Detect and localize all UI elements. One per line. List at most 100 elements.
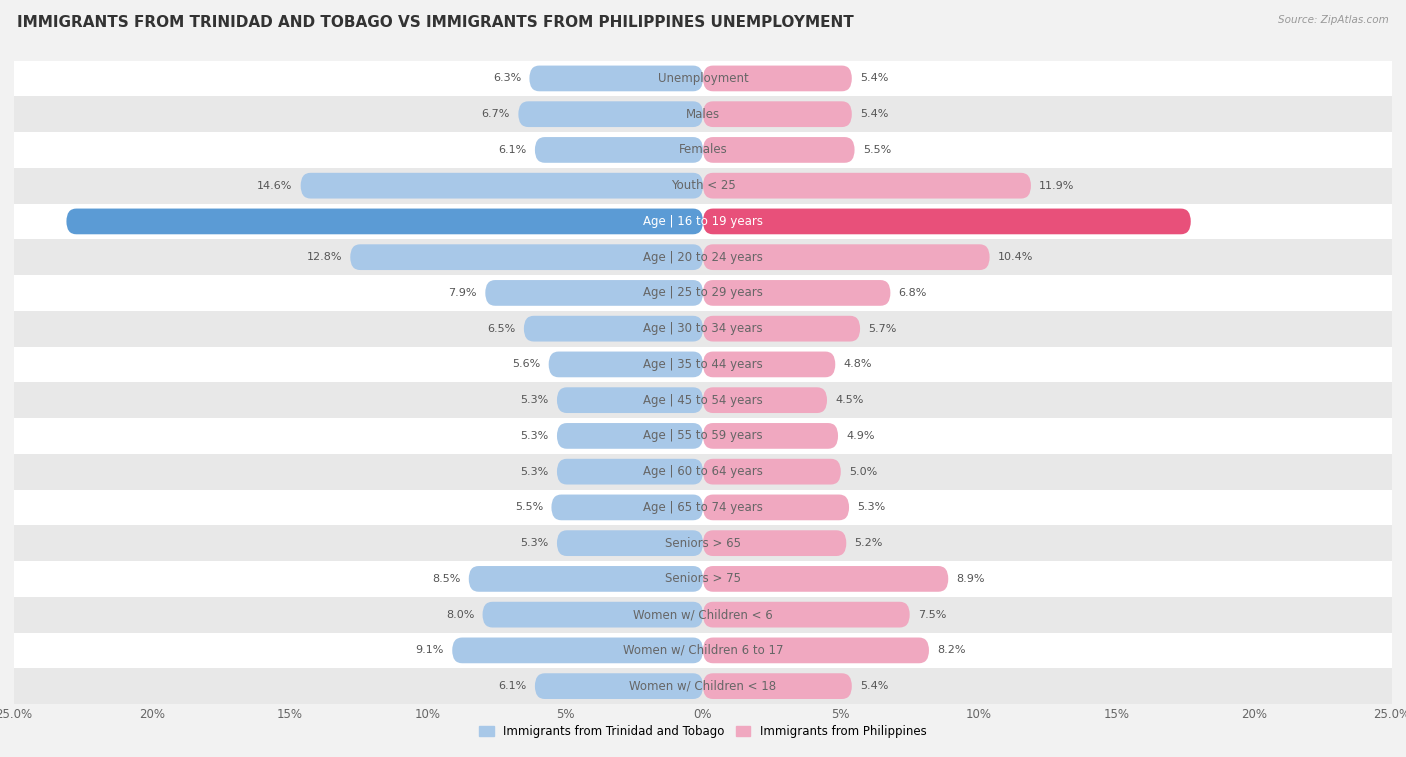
Text: 5.0%: 5.0% — [849, 466, 877, 477]
Text: Seniors > 75: Seniors > 75 — [665, 572, 741, 585]
Text: 7.5%: 7.5% — [918, 609, 946, 620]
FancyBboxPatch shape — [703, 602, 910, 628]
Text: 12.8%: 12.8% — [307, 252, 342, 262]
FancyBboxPatch shape — [703, 173, 1031, 198]
FancyBboxPatch shape — [66, 208, 703, 235]
Text: 10.4%: 10.4% — [998, 252, 1033, 262]
Text: Age | 65 to 74 years: Age | 65 to 74 years — [643, 501, 763, 514]
Text: 6.8%: 6.8% — [898, 288, 927, 298]
Text: 17.7%: 17.7% — [1199, 217, 1234, 226]
FancyBboxPatch shape — [301, 173, 703, 198]
FancyBboxPatch shape — [703, 245, 990, 270]
FancyBboxPatch shape — [548, 351, 703, 377]
Bar — [14, 597, 1392, 633]
Text: 5.3%: 5.3% — [520, 395, 548, 405]
Bar — [14, 525, 1392, 561]
Legend: Immigrants from Trinidad and Tobago, Immigrants from Philippines: Immigrants from Trinidad and Tobago, Imm… — [475, 721, 931, 743]
Bar — [14, 668, 1392, 704]
Text: 8.9%: 8.9% — [956, 574, 986, 584]
Text: 5.5%: 5.5% — [863, 145, 891, 155]
Text: 6.5%: 6.5% — [488, 324, 516, 334]
Text: Source: ZipAtlas.com: Source: ZipAtlas.com — [1278, 15, 1389, 25]
FancyBboxPatch shape — [703, 494, 849, 520]
Bar — [14, 311, 1392, 347]
Text: 5.3%: 5.3% — [520, 466, 548, 477]
FancyBboxPatch shape — [530, 66, 703, 92]
Text: Youth < 25: Youth < 25 — [671, 179, 735, 192]
Text: 5.3%: 5.3% — [520, 431, 548, 441]
Text: 4.5%: 4.5% — [835, 395, 863, 405]
Text: IMMIGRANTS FROM TRINIDAD AND TOBAGO VS IMMIGRANTS FROM PHILIPPINES UNEMPLOYMENT: IMMIGRANTS FROM TRINIDAD AND TOBAGO VS I… — [17, 15, 853, 30]
Text: Seniors > 65: Seniors > 65 — [665, 537, 741, 550]
Text: 5.3%: 5.3% — [520, 538, 548, 548]
FancyBboxPatch shape — [703, 459, 841, 484]
FancyBboxPatch shape — [703, 637, 929, 663]
Text: 4.8%: 4.8% — [844, 360, 872, 369]
Text: 6.3%: 6.3% — [494, 73, 522, 83]
FancyBboxPatch shape — [703, 66, 852, 92]
Bar — [14, 418, 1392, 453]
FancyBboxPatch shape — [551, 494, 703, 520]
FancyBboxPatch shape — [524, 316, 703, 341]
Text: Age | 16 to 19 years: Age | 16 to 19 years — [643, 215, 763, 228]
FancyBboxPatch shape — [485, 280, 703, 306]
Text: Age | 20 to 24 years: Age | 20 to 24 years — [643, 251, 763, 263]
Text: 5.4%: 5.4% — [860, 73, 889, 83]
Text: 23.1%: 23.1% — [22, 217, 58, 226]
Bar — [14, 61, 1392, 96]
Text: Unemployment: Unemployment — [658, 72, 748, 85]
FancyBboxPatch shape — [519, 101, 703, 127]
Text: Age | 35 to 44 years: Age | 35 to 44 years — [643, 358, 763, 371]
Text: Women w/ Children < 6: Women w/ Children < 6 — [633, 608, 773, 621]
Bar — [14, 490, 1392, 525]
FancyBboxPatch shape — [703, 423, 838, 449]
FancyBboxPatch shape — [468, 566, 703, 592]
Text: Women w/ Children < 18: Women w/ Children < 18 — [630, 680, 776, 693]
FancyBboxPatch shape — [534, 137, 703, 163]
Text: Females: Females — [679, 143, 727, 157]
Text: 11.9%: 11.9% — [1039, 181, 1074, 191]
Text: 5.6%: 5.6% — [512, 360, 540, 369]
Bar — [14, 633, 1392, 668]
FancyBboxPatch shape — [557, 423, 703, 449]
FancyBboxPatch shape — [557, 388, 703, 413]
Bar — [14, 239, 1392, 275]
Bar — [14, 453, 1392, 490]
FancyBboxPatch shape — [557, 459, 703, 484]
FancyBboxPatch shape — [482, 602, 703, 628]
Bar — [14, 168, 1392, 204]
Bar — [14, 275, 1392, 311]
Text: Age | 45 to 54 years: Age | 45 to 54 years — [643, 394, 763, 407]
Text: 5.7%: 5.7% — [869, 324, 897, 334]
FancyBboxPatch shape — [350, 245, 703, 270]
Text: 5.4%: 5.4% — [860, 109, 889, 119]
Bar — [14, 204, 1392, 239]
FancyBboxPatch shape — [703, 316, 860, 341]
Text: 4.9%: 4.9% — [846, 431, 875, 441]
Text: 8.2%: 8.2% — [938, 646, 966, 656]
Bar — [14, 132, 1392, 168]
Text: Males: Males — [686, 107, 720, 120]
Bar — [14, 561, 1392, 597]
Text: 8.0%: 8.0% — [446, 609, 474, 620]
Text: 7.9%: 7.9% — [449, 288, 477, 298]
Text: 5.2%: 5.2% — [855, 538, 883, 548]
Text: 9.1%: 9.1% — [416, 646, 444, 656]
Text: 5.5%: 5.5% — [515, 503, 543, 512]
Text: 14.6%: 14.6% — [257, 181, 292, 191]
FancyBboxPatch shape — [703, 531, 846, 556]
FancyBboxPatch shape — [703, 137, 855, 163]
FancyBboxPatch shape — [703, 351, 835, 377]
Bar — [14, 96, 1392, 132]
FancyBboxPatch shape — [703, 101, 852, 127]
Text: 8.5%: 8.5% — [432, 574, 461, 584]
Text: Women w/ Children 6 to 17: Women w/ Children 6 to 17 — [623, 644, 783, 657]
Text: 6.7%: 6.7% — [482, 109, 510, 119]
FancyBboxPatch shape — [453, 637, 703, 663]
Text: 5.4%: 5.4% — [860, 681, 889, 691]
FancyBboxPatch shape — [534, 673, 703, 699]
Bar — [14, 347, 1392, 382]
Text: Age | 25 to 29 years: Age | 25 to 29 years — [643, 286, 763, 300]
Text: Age | 55 to 59 years: Age | 55 to 59 years — [643, 429, 763, 442]
Text: Age | 60 to 64 years: Age | 60 to 64 years — [643, 465, 763, 478]
